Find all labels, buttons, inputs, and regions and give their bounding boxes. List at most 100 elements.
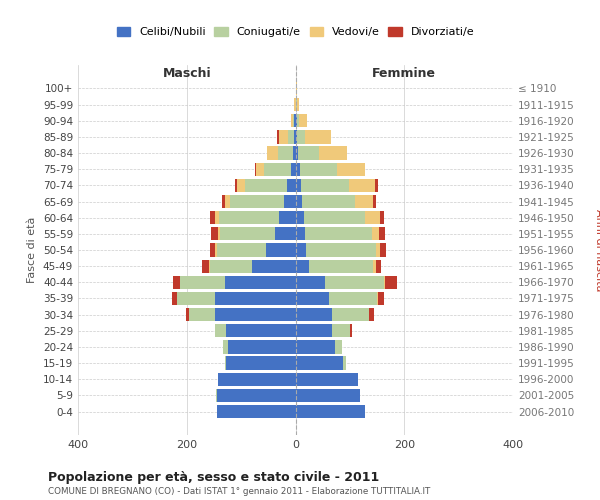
Bar — [275, 227, 296, 240]
Bar — [293, 114, 295, 128]
Bar — [335, 340, 342, 353]
Bar — [293, 146, 296, 160]
Bar — [256, 162, 264, 176]
Bar — [332, 324, 350, 338]
Bar — [215, 389, 217, 402]
Bar — [294, 130, 296, 143]
Bar — [289, 130, 294, 143]
Bar — [278, 146, 293, 160]
Bar — [264, 162, 291, 176]
Bar — [373, 195, 376, 208]
Bar — [309, 260, 373, 273]
Bar — [373, 260, 376, 273]
Bar — [177, 292, 215, 305]
Bar — [296, 211, 304, 224]
Text: Maschi: Maschi — [163, 68, 211, 80]
Bar — [384, 276, 385, 289]
Bar — [172, 292, 177, 305]
Bar — [266, 244, 296, 256]
Bar — [215, 292, 296, 305]
Bar — [186, 308, 189, 321]
Bar — [227, 340, 296, 353]
Bar — [296, 195, 302, 208]
Bar — [296, 356, 343, 370]
Bar — [209, 260, 252, 273]
Bar — [235, 179, 238, 192]
Bar — [296, 162, 300, 176]
Bar — [329, 292, 377, 305]
Bar — [325, 276, 384, 289]
Bar — [217, 389, 296, 402]
Bar — [225, 356, 226, 370]
Bar — [379, 227, 385, 240]
Bar — [378, 292, 383, 305]
Bar — [296, 130, 305, 143]
Bar — [370, 308, 374, 321]
Bar — [290, 114, 293, 128]
Bar — [211, 227, 218, 240]
Bar — [284, 195, 296, 208]
Bar — [305, 130, 331, 143]
Bar — [266, 146, 278, 160]
Bar — [252, 260, 296, 273]
Bar — [332, 308, 370, 321]
Bar — [304, 211, 365, 224]
Text: Femmine: Femmine — [372, 68, 436, 80]
Bar — [189, 308, 215, 321]
Legend: Celibi/Nubili, Coniugati/e, Vedovi/e, Divorziati/e: Celibi/Nubili, Coniugati/e, Vedovi/e, Di… — [112, 22, 479, 42]
Y-axis label: Anni di nascita: Anni di nascita — [594, 209, 600, 291]
Bar — [220, 211, 279, 224]
Bar — [218, 372, 296, 386]
Bar — [245, 179, 287, 192]
Bar — [295, 114, 296, 128]
Bar — [279, 211, 296, 224]
Bar — [225, 195, 230, 208]
Bar — [220, 227, 275, 240]
Bar — [215, 244, 217, 256]
Bar — [287, 179, 296, 192]
Bar — [296, 244, 307, 256]
Bar — [296, 405, 365, 418]
Bar — [217, 405, 296, 418]
Bar — [319, 146, 347, 160]
Bar — [255, 162, 256, 176]
Bar — [299, 114, 307, 128]
Bar — [296, 308, 332, 321]
Bar — [215, 308, 296, 321]
Bar — [215, 324, 226, 338]
Bar — [226, 324, 296, 338]
Bar — [296, 389, 359, 402]
Bar — [226, 356, 296, 370]
Bar — [296, 227, 305, 240]
Bar — [376, 260, 382, 273]
Bar — [217, 244, 266, 256]
Text: Popolazione per età, sesso e stato civile - 2011: Popolazione per età, sesso e stato civil… — [48, 471, 379, 484]
Bar — [355, 195, 373, 208]
Bar — [225, 276, 296, 289]
Bar — [296, 114, 299, 128]
Bar — [302, 195, 355, 208]
Bar — [296, 98, 299, 111]
Bar — [365, 211, 380, 224]
Bar — [380, 211, 384, 224]
Bar — [349, 179, 375, 192]
Bar — [380, 244, 386, 256]
Bar — [209, 211, 215, 224]
Bar — [377, 292, 378, 305]
Bar — [223, 340, 227, 353]
Bar — [209, 244, 215, 256]
Bar — [307, 244, 376, 256]
Bar — [230, 195, 284, 208]
Bar — [376, 244, 380, 256]
Bar — [371, 227, 379, 240]
Bar — [375, 179, 377, 192]
Bar — [296, 372, 358, 386]
Bar — [277, 130, 278, 143]
Bar — [337, 162, 365, 176]
Bar — [180, 276, 225, 289]
Bar — [278, 130, 289, 143]
Bar — [350, 324, 352, 338]
Y-axis label: Fasce di età: Fasce di età — [28, 217, 37, 283]
Bar — [238, 179, 245, 192]
Bar — [385, 276, 397, 289]
